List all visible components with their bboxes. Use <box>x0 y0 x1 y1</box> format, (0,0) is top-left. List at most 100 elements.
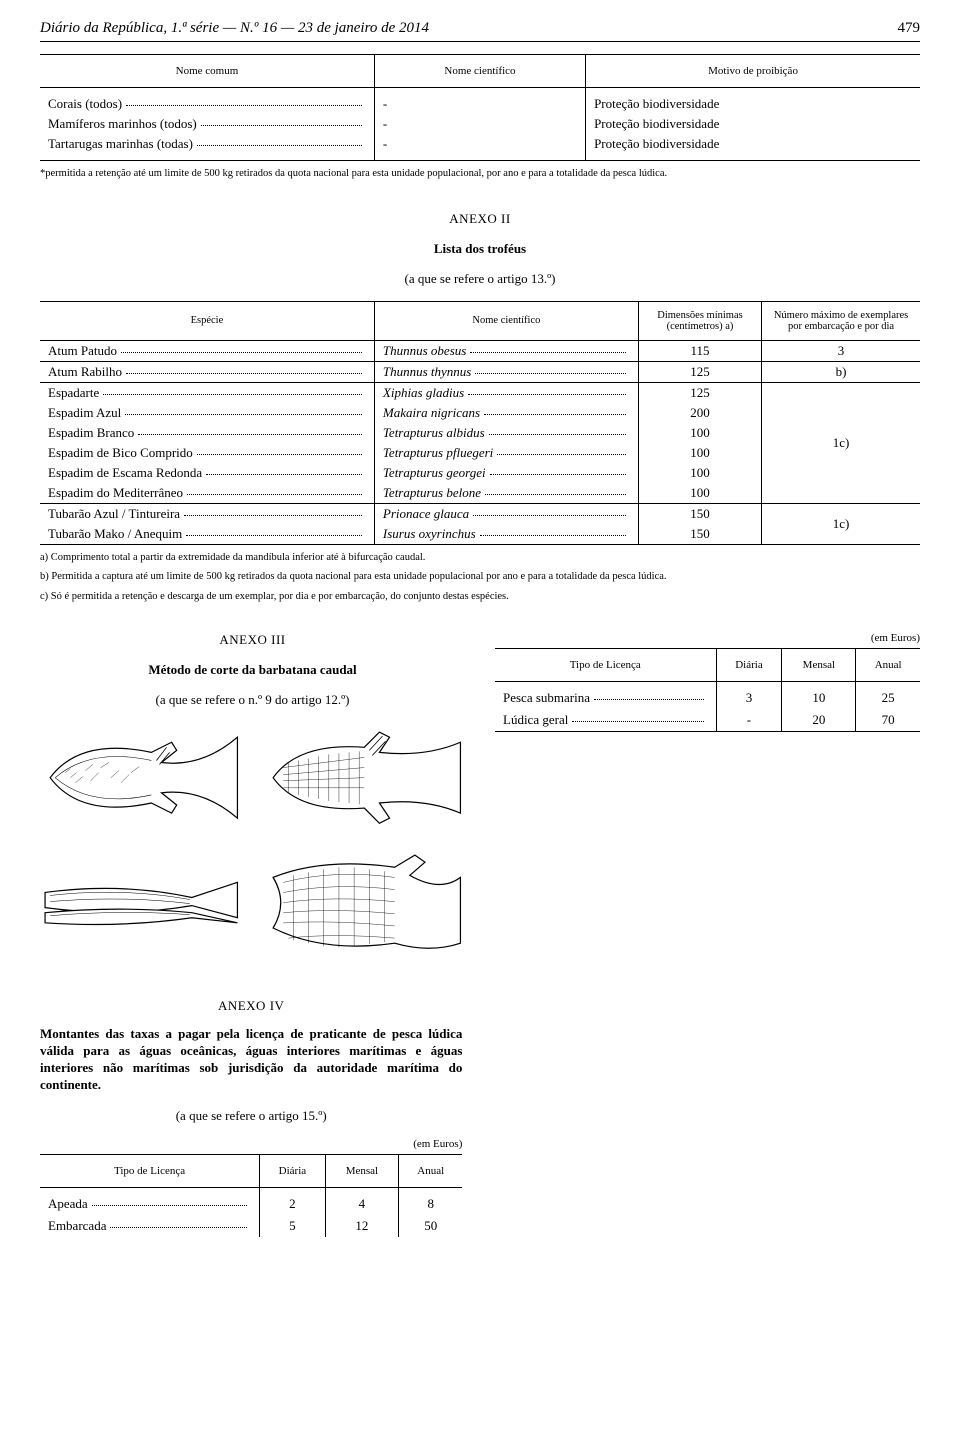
cell-dim: 100 <box>638 463 761 483</box>
footnote: c) Só é permitida a retenção e descarga … <box>40 590 920 604</box>
page-header: Diário da República, 1.ª série — N.º 16 … <box>40 20 920 42</box>
cell-sci: Thunnus obesus <box>374 341 638 362</box>
th-dim: Dimensões mínimas (centímetros) a) <box>638 301 761 340</box>
table-row: Tubarão Azul / TintureiraPrionace glauca… <box>40 504 920 524</box>
table-row: Mamíferos marinhos (todos)-Proteção biod… <box>40 114 920 134</box>
cell-name: Mamíferos marinhos (todos) <box>40 114 374 134</box>
cell-dim: 100 <box>638 423 761 443</box>
anexo2-ref: (a que se refere o artigo 13.º) <box>40 271 920 287</box>
table-row: Tartarugas marinhas (todas)-Proteção bio… <box>40 134 920 161</box>
euros-label: (em Euros) <box>495 632 920 644</box>
th-monthly: Mensal <box>782 648 856 681</box>
cell-daily: 2 <box>260 1188 326 1216</box>
th-common-name: Nome comum <box>40 55 374 88</box>
fish-illustration-row-2 <box>40 847 465 969</box>
cell-species: Espadim de Bico Comprido <box>40 443 374 463</box>
table-row: Atum RabilhoThunnus thynnus125b) <box>40 362 920 383</box>
th-a4-daily: Diária <box>260 1155 326 1188</box>
anexo4-title: ANEXO IV <box>40 998 462 1014</box>
cell-sci: Tetrapturus belone <box>374 483 638 504</box>
cell-name: Tartarugas marinhas (todas) <box>40 134 374 161</box>
journal-title: Diário da República, 1.ª série — N.º 16 … <box>40 20 429 37</box>
cell-monthly: 20 <box>782 709 856 732</box>
th-max: Número máximo de exemplares por embarcaç… <box>762 301 920 340</box>
fish-tail-3 <box>40 857 243 958</box>
table-row: EspadarteXiphias gladius1251c) <box>40 383 920 403</box>
anexo4-subtitle: Montantes das taxas a pagar pela licença… <box>40 1026 462 1094</box>
cell-species: Atum Rabilho <box>40 362 374 383</box>
th-a4-monthly: Mensal <box>325 1155 398 1188</box>
cell-dim: 115 <box>638 341 761 362</box>
cell-sci: - <box>374 114 585 134</box>
th-annual: Anual <box>856 648 920 681</box>
prohibition-table: Nome comum Nome científico Motivo de pro… <box>40 54 920 161</box>
cell-species: Espadarte <box>40 383 374 403</box>
cell-annual: 8 <box>399 1188 463 1216</box>
anexo3-ref: (a que se refere o n.º 9 do artigo 12.º) <box>40 692 465 708</box>
cell-max: 3 <box>762 341 920 362</box>
cell-species: Espadim Azul <box>40 403 374 423</box>
cell-dim: 200 <box>638 403 761 423</box>
anexo4-ref: (a que se refere o artigo 15.º) <box>40 1108 462 1124</box>
cell-species: Tubarão Mako / Anequim <box>40 524 374 545</box>
cell-annual: 50 <box>399 1215 463 1237</box>
cell-dim: 100 <box>638 443 761 463</box>
cell-species: Espadim Branco <box>40 423 374 443</box>
cell-daily: - <box>716 709 782 732</box>
cell-daily: 5 <box>260 1215 326 1237</box>
th-reason: Motivo de proibição <box>586 55 920 88</box>
cell-monthly: 4 <box>325 1188 398 1216</box>
cell-species: Tubarão Azul / Tintureira <box>40 504 374 524</box>
cell-type: Pesca submarina <box>495 681 716 709</box>
table-row: Pesca submarina31025 <box>495 681 920 709</box>
anexo3-title: ANEXO III <box>40 632 465 648</box>
th-a4-type: Tipo de Licença <box>40 1155 260 1188</box>
cell-max: b) <box>762 362 920 383</box>
cell-dim: 125 <box>638 383 761 403</box>
cell-max: 1c) <box>762 383 920 504</box>
footnote: b) Permitida a captura até um limite de … <box>40 570 920 584</box>
fish-illustration-row-1 <box>40 722 465 833</box>
anexo2-title: ANEXO II <box>40 211 920 227</box>
th-sci: Nome científico <box>374 301 638 340</box>
th-species: Espécie <box>40 301 374 340</box>
cell-dim: 150 <box>638 524 761 545</box>
footnote: a) Comprimento total a partir da extremi… <box>40 551 920 565</box>
cell-type: Apeada <box>40 1188 260 1216</box>
cell-reason: Proteção biodiversidade <box>586 114 920 134</box>
cell-reason: Proteção biodiversidade <box>586 134 920 161</box>
fish-tail-1 <box>40 722 243 833</box>
anexo2-subtitle: Lista dos troféus <box>40 241 920 257</box>
cell-species: Espadim do Mediterrâneo <box>40 483 374 504</box>
cell-monthly: 10 <box>782 681 856 709</box>
cell-annual: 70 <box>856 709 920 732</box>
anexo3-subtitle: Método de corte da barbatana caudal <box>40 662 465 678</box>
table-row: Corais (todos)-Proteção biodiversidade <box>40 88 920 115</box>
cell-type: Lúdica geral <box>495 709 716 732</box>
cell-name: Corais (todos) <box>40 88 374 115</box>
cell-sci: Thunnus thynnus <box>374 362 638 383</box>
cell-dim: 150 <box>638 504 761 524</box>
trophy-table: Espécie Nome científico Dimensões mínima… <box>40 301 920 341</box>
cell-sci: Tetrapturus pfluegeri <box>374 443 638 463</box>
cell-monthly: 12 <box>325 1215 398 1237</box>
cell-reason: Proteção biodiversidade <box>586 88 920 115</box>
cell-daily: 3 <box>716 681 782 709</box>
table1-footnote: *permitida a retenção até um limite de 5… <box>40 167 920 181</box>
cell-sci: Makaira nigricans <box>374 403 638 423</box>
cell-species: Atum Patudo <box>40 341 374 362</box>
fish-tail-2 <box>263 722 466 833</box>
th-scientific-name: Nome científico <box>374 55 585 88</box>
license-fee-table: Tipo de Licença Diária Mensal Anual Pesc… <box>495 648 920 732</box>
cell-sci: - <box>374 134 585 161</box>
th-a4-annual: Anual <box>399 1155 463 1188</box>
table-row: Embarcada51250 <box>40 1215 462 1237</box>
cell-type: Embarcada <box>40 1215 260 1237</box>
anexo4-euros: (em Euros) <box>40 1138 462 1150</box>
table-row: Apeada248 <box>40 1188 462 1216</box>
cell-sci: Prionace glauca <box>374 504 638 524</box>
cell-dim: 125 <box>638 362 761 383</box>
cell-sci: Isurus oxyrinchus <box>374 524 638 545</box>
cell-sci: Tetrapturus albidus <box>374 423 638 443</box>
page-number: 479 <box>898 20 921 37</box>
